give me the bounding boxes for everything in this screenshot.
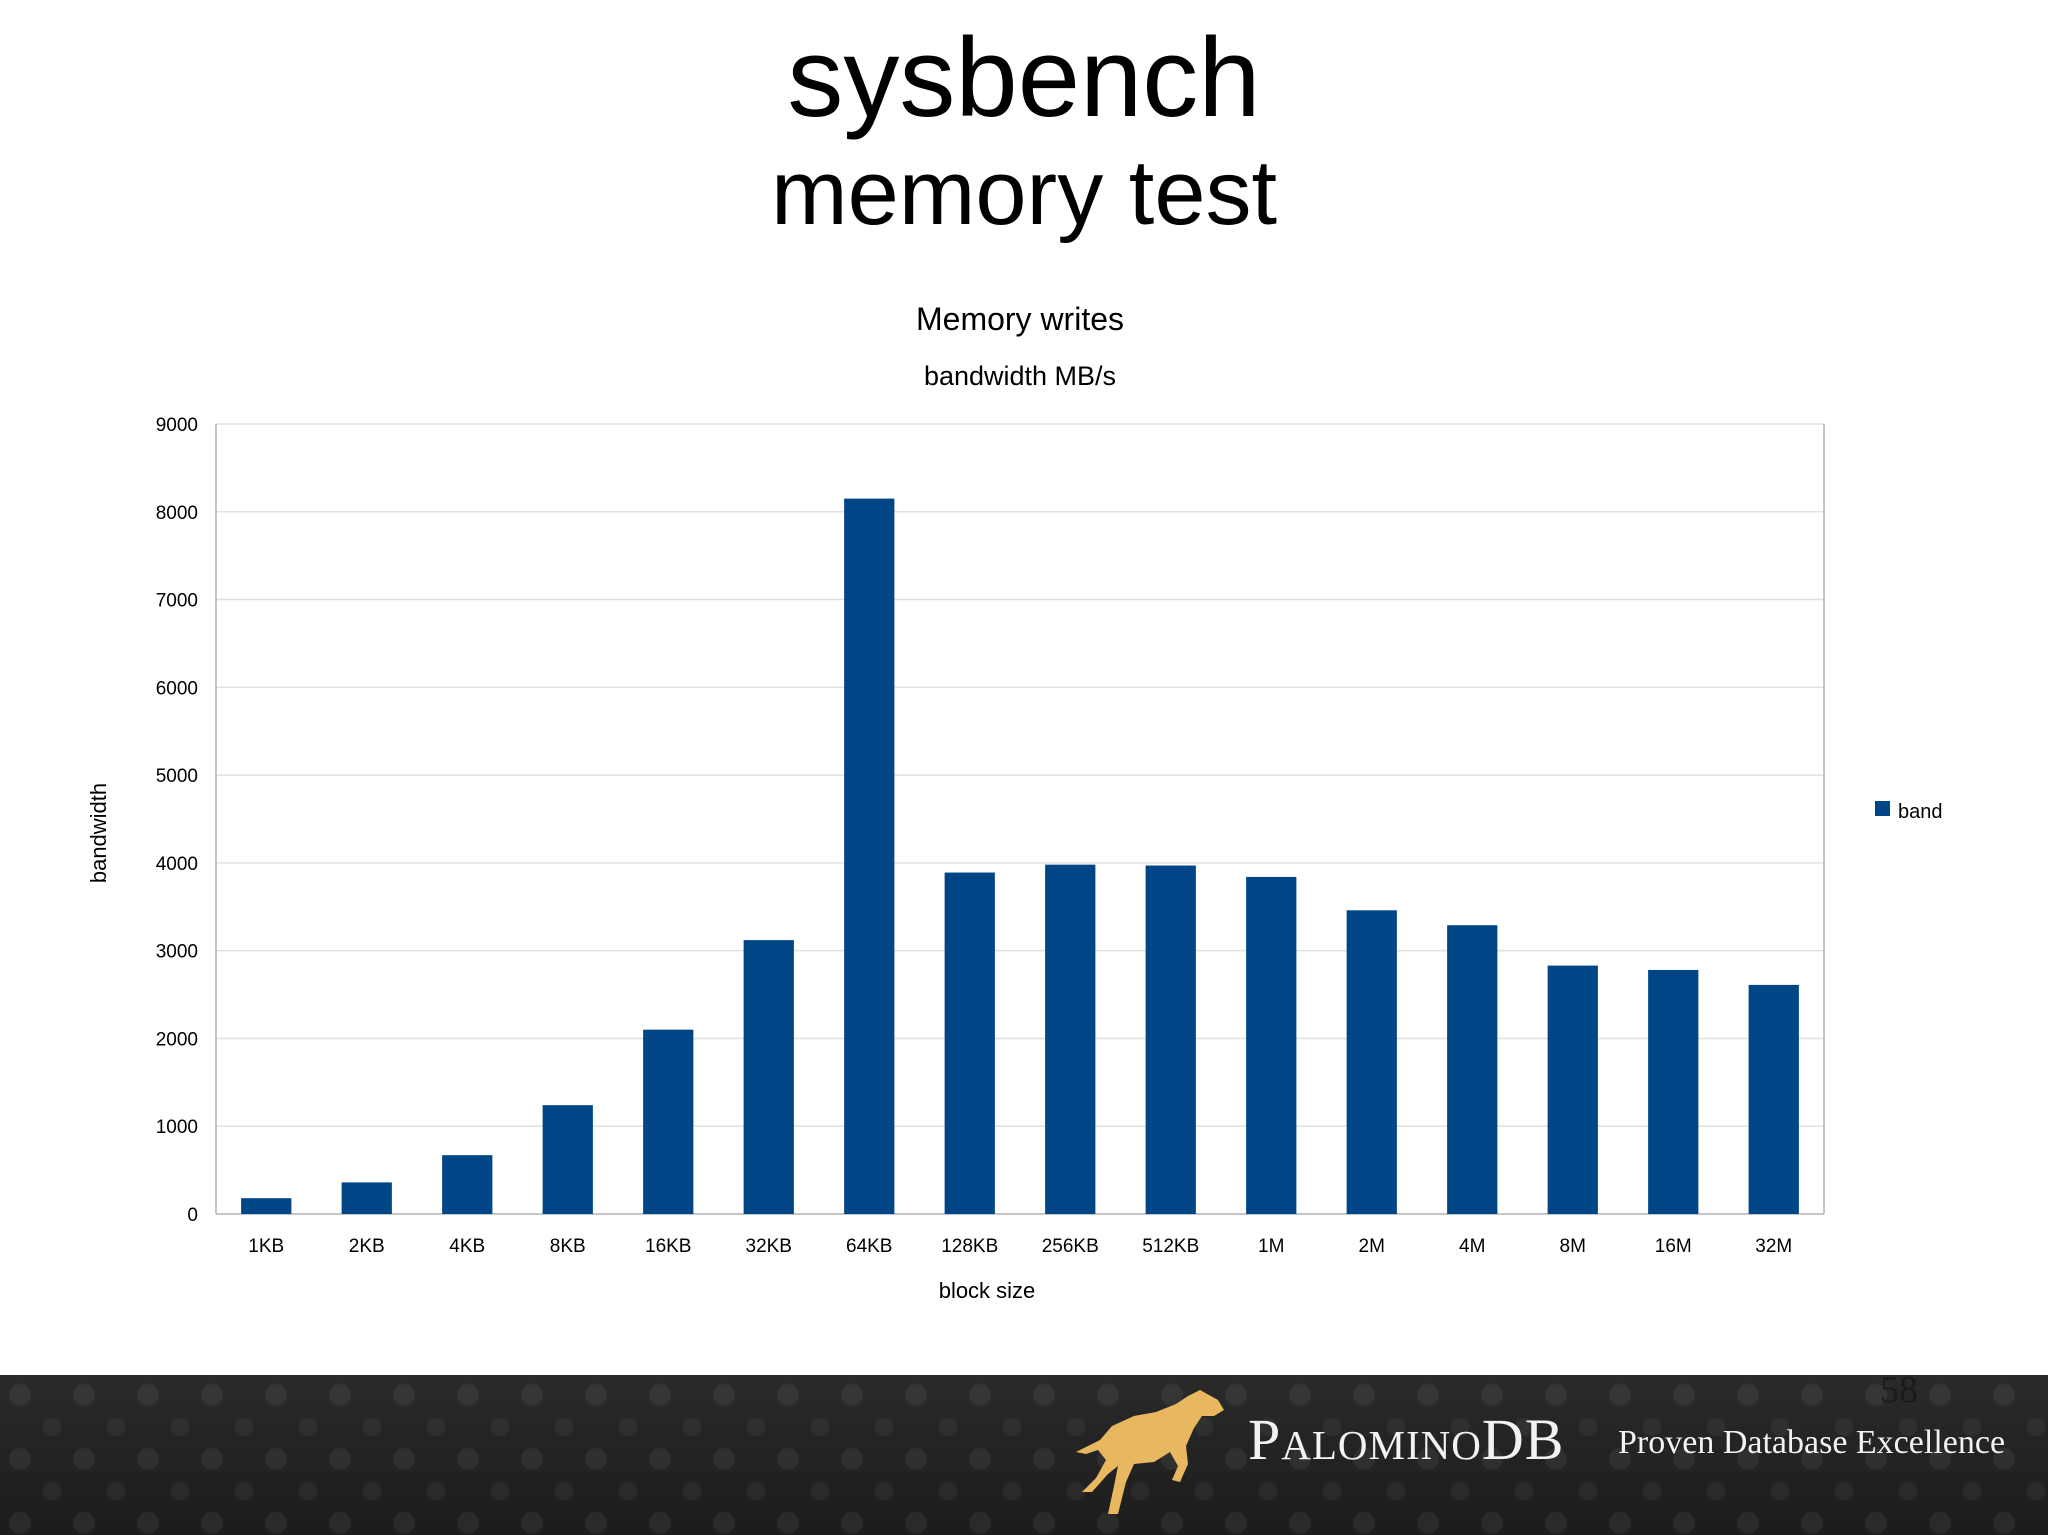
chart-title: Memory writes <box>916 301 1124 337</box>
x-tick-label: 16M <box>1655 1236 1692 1257</box>
x-tick-label: 2M <box>1359 1236 1385 1257</box>
y-tick-label: 2000 <box>156 1029 198 1050</box>
page-number: 58 <box>1880 1369 1918 1411</box>
bar <box>1547 965 1598 1214</box>
y-tick-label: 0 <box>187 1205 198 1226</box>
y-tick-label: 5000 <box>156 766 198 787</box>
x-tick-labels: 1KB 2KB 4KB 8KB 16KB 32KB 64KB 128KB 256KB 512KB 1… <box>248 1236 1792 1257</box>
x-tick-label: 64KB <box>846 1236 892 1257</box>
x-tick-label: 256KB <box>1042 1236 1099 1257</box>
bar <box>1648 969 1699 1214</box>
x-tick-label: 4KB <box>449 1236 485 1257</box>
grid-lines <box>215 423 1825 1215</box>
x-axis-label: block size <box>939 1278 1036 1303</box>
legend-label: band <box>1898 801 1943 823</box>
bar <box>743 940 794 1214</box>
bar <box>944 872 995 1214</box>
footer-bar <box>0 1375 2048 1535</box>
bar <box>1045 864 1096 1214</box>
bar <box>1145 865 1196 1214</box>
legend: band <box>1875 801 1943 823</box>
x-tick-label: 1M <box>1258 1236 1284 1257</box>
x-tick-label: 512KB <box>1142 1236 1199 1257</box>
y-tick-label: 3000 <box>156 942 198 963</box>
bar-chart: Memory writes bandwidth MB/s 0 1000 2000 30… <box>86 301 1943 1303</box>
x-tick-label: 8M <box>1560 1236 1586 1257</box>
brand-name: PalominoDB <box>1248 1407 1565 1472</box>
bar <box>1246 876 1297 1214</box>
bar <box>542 1105 593 1214</box>
x-tick-label: 16KB <box>645 1236 691 1257</box>
bar <box>844 498 895 1215</box>
x-tick-label: 32M <box>1755 1236 1792 1257</box>
y-tick-label: 6000 <box>156 678 198 699</box>
bar <box>341 1182 392 1214</box>
slide-title: sysbench <box>787 15 1261 140</box>
y-tick-label: 7000 <box>156 591 198 612</box>
y-tick-label: 4000 <box>156 854 198 875</box>
x-tick-label: 4M <box>1459 1236 1485 1257</box>
x-tick-label: 2KB <box>349 1236 385 1257</box>
bar <box>442 1155 493 1214</box>
bar <box>241 1198 292 1214</box>
y-tick-label: 8000 <box>156 503 198 524</box>
legend-swatch <box>1875 801 1890 816</box>
horse-logo-icon <box>1076 1390 1224 1514</box>
x-tick-label: 8KB <box>550 1236 586 1257</box>
x-tick-label: 32KB <box>746 1236 792 1257</box>
bar <box>1748 984 1799 1214</box>
bar <box>1447 925 1498 1214</box>
x-tick-label: 128KB <box>941 1236 998 1257</box>
y-axis-label: bandwidth <box>86 783 111 883</box>
brand-tagline: Proven Database Excellence <box>1618 1424 2006 1461</box>
bar <box>643 1029 694 1214</box>
bars <box>241 498 1799 1215</box>
y-tick-label: 1000 <box>156 1117 198 1138</box>
bar <box>1346 910 1397 1214</box>
x-tick-label: 1KB <box>248 1236 284 1257</box>
slide-subtitle: memory test <box>770 142 1278 244</box>
chart-subtitle: bandwidth MB/s <box>924 361 1116 391</box>
y-tick-label: 9000 <box>156 415 198 436</box>
y-tick-labels: 0 1000 2000 3000 4000 5000 6000 7000 8000 9000 <box>156 415 198 1226</box>
